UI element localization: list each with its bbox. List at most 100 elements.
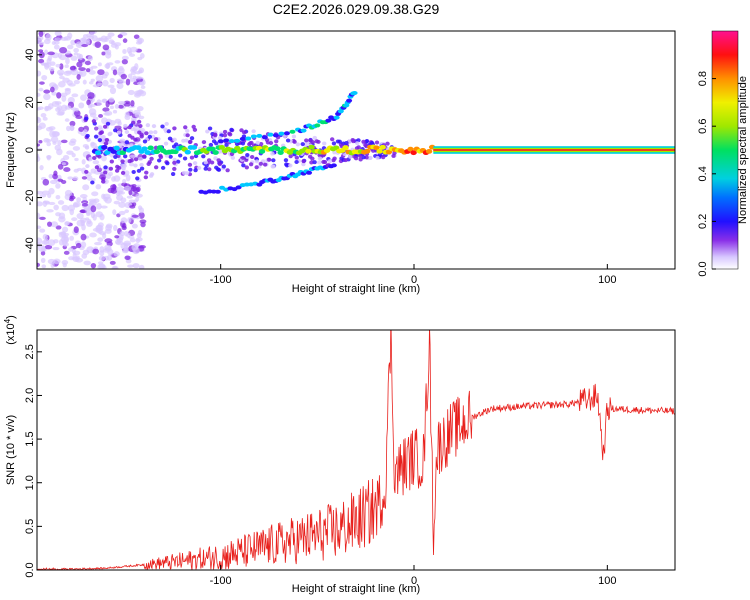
spectrogram-cell (55, 182, 61, 189)
spectrogram-cell (283, 158, 289, 163)
spectrogram-cell (135, 196, 140, 202)
snr-background (37, 330, 675, 570)
spectrogram-cell (61, 260, 69, 265)
spectrogram-cell (47, 239, 56, 246)
spectrogram-cell (163, 127, 168, 132)
spectrogram-cell (129, 205, 136, 209)
spectrogram-cell (223, 138, 230, 143)
spectrogram-cell (361, 139, 366, 144)
spectrogram-cell (76, 212, 84, 220)
spectrogram-cell (248, 162, 254, 167)
spectrogram-cell (108, 166, 114, 171)
spectrogram-cell (55, 63, 61, 68)
spectrogram-cell (133, 157, 139, 162)
spectrogram-cell (64, 64, 69, 68)
spectrogram-cell (38, 49, 44, 53)
spectrogram-cell (104, 228, 112, 234)
spectrogram-cell (144, 131, 149, 136)
spectrogram-cell (46, 209, 54, 213)
spectrogram-cell (118, 80, 126, 84)
spectrogram-cell (131, 223, 138, 229)
spectrogram-cell (137, 130, 142, 135)
spectrogram-cell (105, 173, 112, 179)
spectrogram-cell (69, 235, 74, 241)
spectrogram-cell (188, 139, 193, 144)
spectrogram-cell (120, 197, 127, 203)
spectrogram-cell (92, 227, 101, 232)
spectrogram-cell (53, 258, 61, 265)
spectrogram-cell (68, 83, 76, 87)
spectrogram-cell (133, 137, 138, 142)
spectrogram-cell (355, 141, 360, 146)
spectrogram-cell (48, 201, 56, 206)
spectrogram-cell (270, 151, 275, 156)
spectrogram-cell (124, 140, 130, 145)
spectrogram-cell (45, 33, 52, 41)
spectrogram-cell (64, 189, 73, 197)
spectrogram-cell (306, 170, 313, 175)
spectrogram-cell (310, 156, 315, 161)
colorbar-tick-label: 0.0 (697, 261, 709, 276)
spectrogram-cell (80, 209, 86, 213)
spectrogram-cell (40, 250, 46, 256)
spectrogram-cell (122, 48, 127, 55)
spectrogram-cell (135, 176, 140, 181)
spectrogram-cell (37, 262, 41, 267)
spectrogram-cell (43, 89, 51, 94)
spectrogram-cell (48, 173, 54, 179)
spectrogram-cell (80, 233, 87, 241)
spectrogram-cell (136, 186, 141, 193)
spectrogram-cell (189, 155, 195, 160)
spectrogram-cell (108, 97, 115, 103)
spectrogram-cell (193, 168, 198, 173)
spectrogram-cell (81, 44, 88, 48)
spectrogram-cell (135, 238, 141, 244)
spectrogram-cell (97, 62, 102, 67)
spectrogram-cell (53, 44, 60, 50)
spectrogram-cell (76, 61, 83, 68)
spectrogram-cell (84, 38, 91, 43)
spectrogram-cell (97, 154, 102, 159)
spectrogram-cell (112, 266, 118, 269)
spectrogram-cell (122, 222, 127, 229)
spectrogram-cell (65, 70, 73, 74)
spectrogram-cell (127, 264, 134, 268)
spectrogram-cell (137, 157, 144, 161)
spectrogram-cell (118, 66, 124, 71)
spectrogram-cell (82, 79, 87, 85)
spectrogram-cell (64, 118, 70, 122)
spectrogram-cell (135, 193, 143, 198)
spectrogram-cell (205, 129, 210, 134)
spectrogram-cell (348, 154, 353, 159)
spectrogram-cell (44, 244, 53, 250)
spectrogram-cell (101, 73, 108, 79)
spectrogram-cell (44, 106, 52, 111)
spectrogram-cell (135, 76, 143, 80)
spectrogram-cell (351, 139, 356, 144)
spectrogram-cell (128, 199, 135, 203)
spectrogram-cell (73, 79, 80, 85)
spectrogram-cell (168, 154, 173, 159)
spectrogram-cell (153, 130, 158, 135)
spectrogram-cell (88, 81, 94, 85)
spectrogram-cell (119, 150, 127, 156)
spectrogram-cell (288, 163, 293, 168)
spectrogram-cell (37, 143, 41, 147)
spectrogram-cell (172, 166, 177, 171)
spectrogram-cell (137, 229, 143, 236)
spectrogram-cell (123, 123, 128, 128)
spectrogram-cell (43, 62, 52, 68)
spectrogram-cell (114, 60, 121, 64)
spectrogram-cell (103, 170, 108, 175)
spectrogram-cell (86, 218, 92, 225)
spectrogram-y-axis-label: Frequency (Hz) (5, 112, 17, 188)
spectrogram-cell (132, 66, 137, 73)
spectrogram-cell (217, 136, 223, 141)
spectrogram-cell (102, 79, 109, 87)
snr-y-axis-label: SNR (10 * v/v) (5, 415, 17, 485)
spectrogram-cell (201, 154, 206, 159)
spectrogram-cell (50, 135, 59, 143)
spectrogram-cell (212, 132, 218, 137)
spectrogram-x-tick-label: 0 (411, 274, 417, 286)
spectrogram-cell (284, 163, 290, 168)
